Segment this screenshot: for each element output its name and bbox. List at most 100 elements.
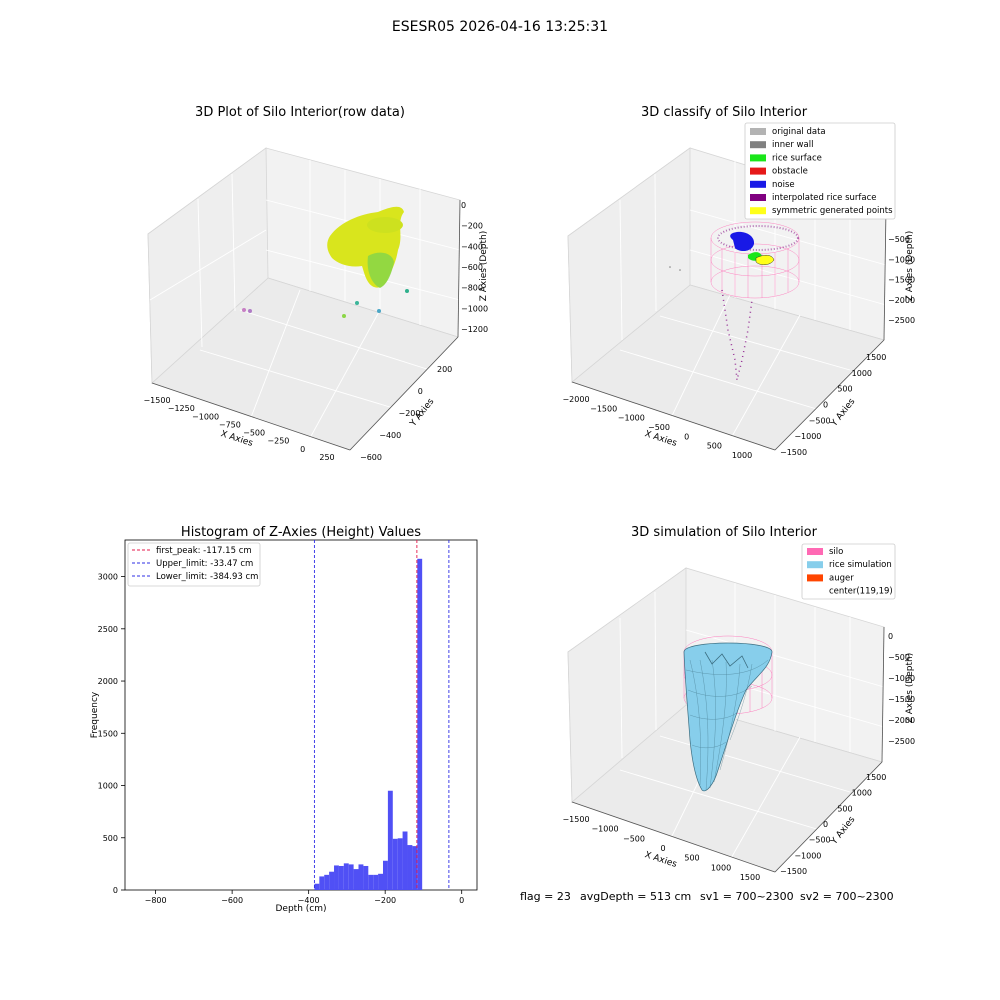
x-tick-label: −1500 [590,404,617,413]
legend-entry: Lower_limit: -384.93 cm [156,572,258,582]
raw-3d-outlier [242,308,246,312]
classify-3d-zticks: −500 −1000 −1500 −2000 −2500 [888,235,915,325]
legend-entry: rice surface [772,153,822,163]
legend-swatch [750,167,766,175]
histogram-bar [417,558,423,890]
x-tick-label: −2000 [562,395,589,404]
histogram-bar [378,873,383,890]
legend-swatch [750,207,766,215]
x-tick-label: −1000 [618,414,645,423]
histogram-bar [343,863,349,890]
simulation-3d-ylabel: Y Axies [829,815,858,848]
simulation-3d-silo [683,635,773,792]
legend-entry: first_peak: -117.15 cm [156,546,252,556]
histogram-bar [382,860,388,890]
y-tick-label: 1500 [866,773,886,782]
histogram-bar [368,874,374,890]
histogram-bar [397,838,403,890]
histogram-bar [338,865,344,890]
x-tick-label: 0 [684,432,689,441]
z-tick-label: 0 [888,632,893,641]
raw-3d-point-cloud [242,206,409,318]
raw-3d-xticks: −1500−1250−1000−750−500−250 0 250 [143,396,334,462]
y-tick-label: 200 [437,365,452,374]
footer-sv1: sv1 = 700~2300 [700,890,794,903]
legend-entry: Upper_limit: -33.47 cm [156,559,253,569]
y-tick-label: −500 [809,416,831,425]
y-tick-label: −1500 [780,448,807,457]
y-tick-label: −1500 [780,867,807,876]
z-tick-label: −2500 [888,316,915,325]
histogram-bars [314,558,423,890]
legend-swatch [807,548,823,555]
y-tick-label: 0 [823,820,828,829]
histogram-bar [363,865,369,890]
z-tick-label: 0 [461,201,466,210]
y-tick-label: −1000 [794,851,821,860]
histogram-ytick-label: 1000 [98,782,118,791]
histogram-xticks: −800 −600 −400 −200 0 [145,890,464,905]
x-tick-label: −750 [219,420,241,429]
z-tick-label: −200 [461,222,483,231]
y-tick-label: 500 [837,385,852,394]
x-tick-label: −500 [623,834,645,843]
x-tick-label: −1000 [591,825,618,834]
y-tick-label: −500 [809,836,831,845]
histogram-xlabel: Depth (cm) [275,904,326,914]
simulation-3d-xlabel: X Axies [643,850,678,870]
histogram-legend: first_peak: -117.15 cm Upper_limit: -33.4… [127,542,261,587]
raw-3d-title: 3D Plot of Silo Interior(row data) [195,105,405,120]
x-tick-label: −1500 [143,396,170,405]
legend-entry: silo [829,547,843,557]
classify-3d-legend: original data inner wall rice surface obsta… [744,122,896,220]
panel-histogram: Histogram of Z-Axies (Height) Values −80… [90,525,478,914]
x-tick-label: 500 [684,854,699,863]
raw-3d-outlier [342,314,346,318]
histogram-title: Histogram of Z-Axies (Height) Values [181,525,421,540]
histogram-xtick-label: −200 [374,896,396,905]
histogram-xtick-label: −400 [298,896,320,905]
x-tick-label: 1500 [740,873,760,882]
histogram-yticks: 0 500 1000 1500 2000 2500 3000 [98,573,125,895]
z-tick-label: −500 [888,653,910,662]
histogram-bar [387,790,393,890]
histogram-plot-frame [124,539,478,891]
x-tick-label: −250 [267,437,289,446]
classify-3d-title: 3D classify of Silo Interior [641,105,808,120]
raw-3d-outlier [248,309,252,313]
y-tick-label: −600 [360,453,382,462]
footer-flag: flag = 23 [520,890,571,903]
histogram-xtick-label: −600 [221,896,243,905]
y-tick-label: −400 [379,431,401,440]
legend-swatch [750,194,766,201]
histogram-ytick-label: 1500 [98,729,118,738]
histogram-ytick-label: 2500 [98,625,118,634]
histogram-ytick-label: 3000 [98,573,118,582]
x-tick-label: 1000 [711,863,731,872]
z-tick-label: −1000 [888,255,915,264]
classify-3d-ylabel: Y Axies [829,397,858,430]
x-tick-label: −500 [243,429,265,438]
histogram-bar [324,874,330,890]
x-tick-label: 0 [660,844,665,853]
figure-suptitle: ESESR05 2026-04-16 13:25:31 [392,19,608,35]
panel-classify-3d: 3D classify of Silo Interior −2000−1500−… [562,105,915,460]
y-tick-label: 0 [823,401,828,410]
legend-swatch [750,180,766,188]
legend-entry: inner wall [772,140,813,150]
histogram-ylabel: Frequency [90,691,100,738]
simulation-3d-xticks: −1500−1000 −500 0 500 1000 1500 [562,815,760,882]
raw-3d-outlier [405,289,409,293]
z-tick-label: −2000 [888,296,915,305]
simulation-3d-zlabel: Z Axies (Depth) [905,653,915,724]
z-tick-label: −400 [461,242,483,251]
legend-swatch [750,128,766,135]
classify-3d-xticks: −2000−1500−1000−500 0 500 1000 [562,395,752,460]
x-tick-label: 500 [707,442,722,451]
histogram-bar [329,871,335,890]
legend-swatch [807,574,823,582]
histogram-bar [358,864,364,890]
histogram-bar [402,831,408,890]
